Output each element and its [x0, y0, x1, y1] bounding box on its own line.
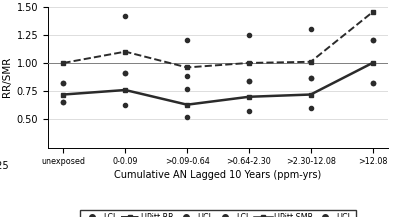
- Point: [60, 82, 67, 85]
- Point: [369, 82, 376, 85]
- Text: 0.25: 0.25: [0, 161, 9, 171]
- Point: [60, 101, 67, 104]
- Point: [184, 75, 190, 78]
- Point: [184, 39, 190, 42]
- Point: [369, 39, 376, 42]
- Point: [369, 82, 376, 85]
- Point: [246, 79, 252, 83]
- Point: [308, 27, 314, 31]
- Y-axis label: RR/SMR: RR/SMR: [2, 57, 12, 97]
- Point: [308, 76, 314, 79]
- Point: [60, 101, 67, 104]
- Point: [184, 87, 190, 91]
- Point: [246, 79, 252, 83]
- Point: [122, 71, 128, 75]
- Point: [308, 106, 314, 110]
- Point: [246, 110, 252, 113]
- Point: [184, 115, 190, 119]
- Point: [122, 103, 128, 106]
- X-axis label: Cumulative AN Lagged 10 Years (ppm-yrs): Cumulative AN Lagged 10 Years (ppm-yrs): [114, 170, 322, 181]
- Point: [122, 14, 128, 17]
- Legend: LCL, UPitt RR, UCL, LCL, UPitt SMR, UCL: LCL, UPitt RR, UCL, LCL, UPitt SMR, UCL: [80, 210, 356, 217]
- Point: [308, 76, 314, 79]
- Point: [122, 71, 128, 75]
- Point: [60, 82, 67, 85]
- Point: [369, 39, 376, 42]
- Point: [246, 33, 252, 36]
